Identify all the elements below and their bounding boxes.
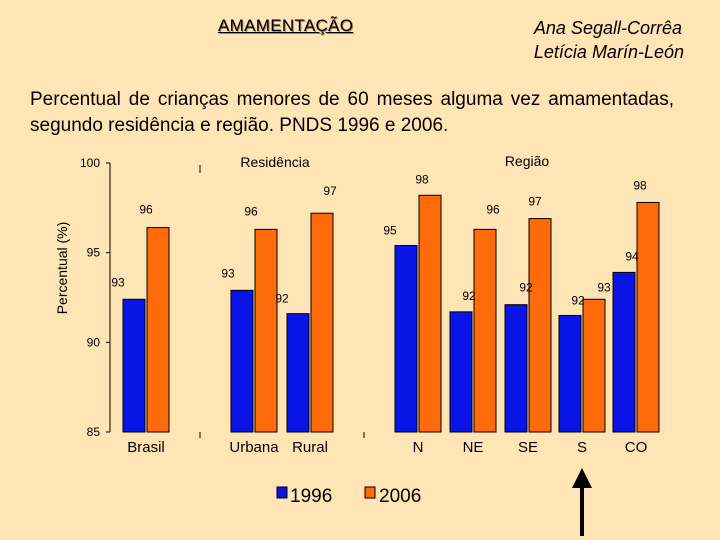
group-label-residencia: Residência xyxy=(240,154,309,170)
legend-label-2006: 2006 xyxy=(379,486,421,507)
y-tick-label: 100 xyxy=(80,156,100,170)
data-label-2006: 96 xyxy=(244,204,258,218)
header-title: AMAMENTAÇÃO xyxy=(218,16,354,35)
arrow-up-icon xyxy=(572,468,592,488)
category-label-s: S xyxy=(577,439,587,456)
data-label-2006: 98 xyxy=(633,178,647,192)
data-label-2006: 93 xyxy=(597,280,611,294)
bar-1996-rural xyxy=(286,313,310,433)
category-label-urbana: Urbana xyxy=(229,439,279,456)
bar-2006-rural xyxy=(310,212,334,433)
data-label-1996: 92 xyxy=(571,293,585,307)
bar-1996-urbana xyxy=(230,289,254,433)
y-axis-label: Percentual (%) xyxy=(54,222,70,315)
data-label-1996: 94 xyxy=(625,249,639,263)
y-tick-label: 95 xyxy=(87,246,101,260)
data-label-2006: 97 xyxy=(323,184,337,198)
authors: Ana Segall-Corrêa Letícia Marín-León xyxy=(534,16,684,64)
group-label-regiao: Região xyxy=(505,153,550,169)
author-1: Ana Segall-Corrêa xyxy=(533,18,682,38)
data-label-2006: 96 xyxy=(139,203,153,217)
legend-swatch-1996 xyxy=(276,486,288,499)
data-label-1996: 92 xyxy=(275,292,289,306)
data-label-1996: 93 xyxy=(221,266,235,280)
bar-2006-brasil xyxy=(146,227,170,433)
data-label-2006: 98 xyxy=(415,172,429,186)
data-label-1996: 92 xyxy=(462,289,476,303)
y-tick-label: 90 xyxy=(87,335,101,349)
legend-label-1996: 1996 xyxy=(290,486,332,507)
data-label-2006: 97 xyxy=(528,195,542,209)
category-label-ne: NE xyxy=(463,439,484,456)
category-label-rural: Rural xyxy=(292,439,328,456)
bar-2006-ne xyxy=(473,228,497,433)
bar-2006-co xyxy=(636,201,660,433)
category-label-brasil: Brasil xyxy=(127,439,165,456)
y-tick-label: 85 xyxy=(87,425,101,439)
bar-1996-ne xyxy=(449,311,473,433)
data-label-1996: 95 xyxy=(383,223,397,237)
bar-1996-se xyxy=(504,304,528,433)
bar-1996-co xyxy=(612,271,636,433)
data-label-2006: 96 xyxy=(486,202,500,216)
category-label-n: N xyxy=(413,439,424,456)
bar-2006-urbana xyxy=(254,228,278,433)
bar-1996-brasil xyxy=(122,298,146,433)
category-label-se: SE xyxy=(518,439,538,456)
author-2: Letícia Marín-León xyxy=(533,42,684,62)
data-label-1996: 93 xyxy=(111,275,125,289)
bar-2006-se xyxy=(528,218,552,433)
data-label-1996: 92 xyxy=(519,281,533,295)
bar-1996-n xyxy=(394,244,418,433)
bar-1996-s xyxy=(558,314,582,433)
legend-swatch-2006 xyxy=(364,486,376,499)
bar-2006-n xyxy=(418,194,442,433)
category-label-co: CO xyxy=(625,439,648,456)
bar-2006-s xyxy=(582,298,606,433)
chart-subtitle: Percentual de crianças menores de 60 mes… xyxy=(30,89,674,136)
